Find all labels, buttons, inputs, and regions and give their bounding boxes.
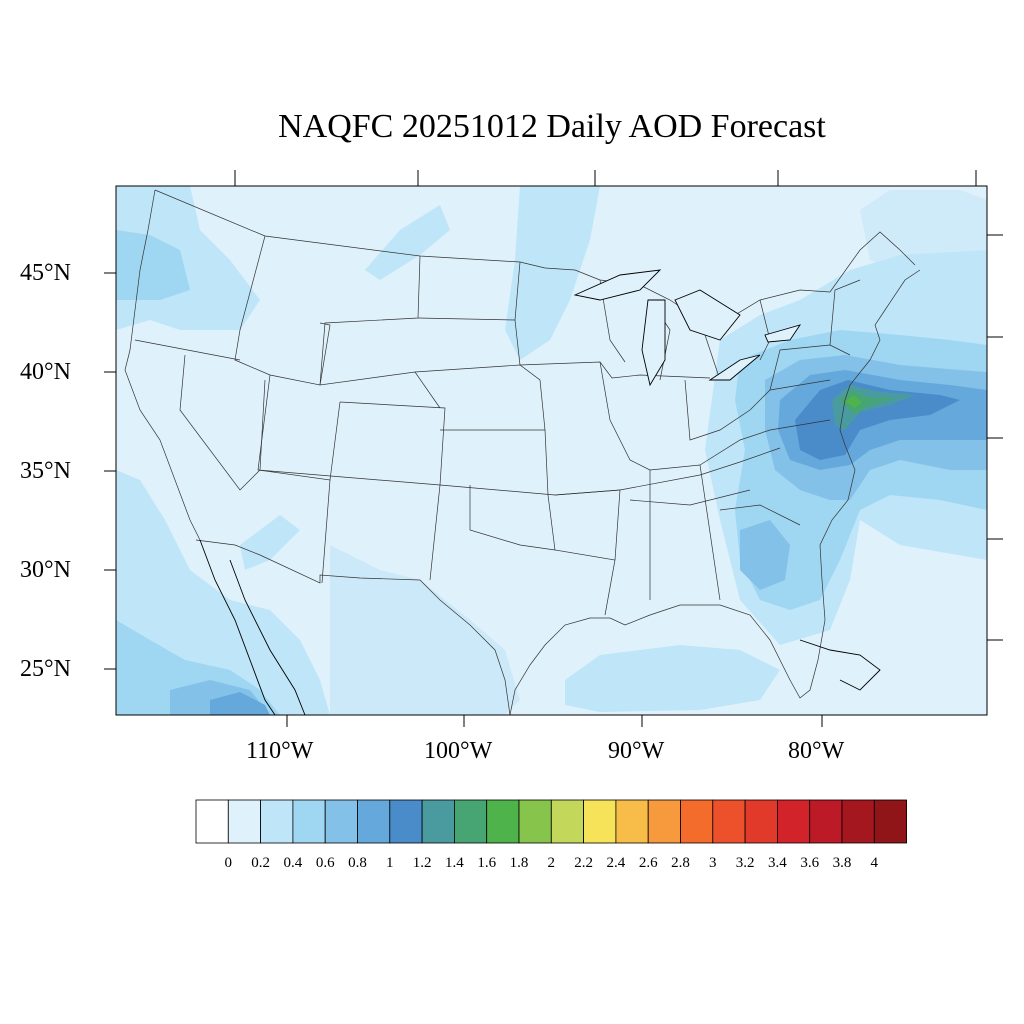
lon-label-100: 100°W <box>424 738 493 764</box>
colorbar-box-8 <box>453 799 488 844</box>
colorbar-box-1 <box>227 799 262 844</box>
colorbar-label-16: 3.2 <box>735 855 755 871</box>
colorbar-box-15 <box>680 799 714 844</box>
colorbar-box-6 <box>389 799 423 844</box>
colorbar-box-9 <box>486 799 520 844</box>
colorbar-box-17 <box>744 799 778 844</box>
map-title: NAQFC 20251012 Daily AOD Forecast <box>278 108 826 145</box>
mexico-coast <box>199 539 881 715</box>
colorbar-label-1: 0.2 <box>251 855 270 871</box>
colorbar-label-15: 3 <box>709 855 717 871</box>
colorbar-label-11: 2.2 <box>574 855 593 871</box>
colorbar-box-4 <box>324 799 358 844</box>
colorbar-label-8: 1.6 <box>477 855 497 871</box>
colorbar-box-2 <box>260 799 294 844</box>
colorbar-label-6: 1.2 <box>412 855 432 871</box>
colorbar-label-12: 2.4 <box>606 855 626 871</box>
colorbar-box-11 <box>550 799 584 844</box>
colorbar-box-7 <box>421 799 455 844</box>
boundaries <box>124 189 921 715</box>
colorbar-label-18: 3.6 <box>800 855 820 871</box>
colorbar-label-5: 1 <box>386 855 394 871</box>
colorbar-label-2: 0.4 <box>283 855 303 871</box>
colorbar-label-19: 3.8 <box>832 855 852 871</box>
lat-label-45: 45°N <box>20 260 71 286</box>
colorbar-box-16 <box>712 799 746 844</box>
colorbar-label-13: 2.6 <box>638 855 658 871</box>
colorbar-box-14 <box>647 799 681 844</box>
colorbar-label-9: 1.8 <box>509 855 529 871</box>
colorbar-box-13 <box>615 799 649 844</box>
map-frame <box>115 185 988 716</box>
colorbar <box>195 799 907 844</box>
colorbar-box-18 <box>777 799 811 844</box>
lat-label-35: 35°N <box>20 458 71 484</box>
colorbar-box-12 <box>583 799 617 844</box>
lat-label-25: 25°N <box>20 656 71 682</box>
lat-label-40: 40°N <box>20 359 71 385</box>
colorbar-box-10 <box>518 799 552 844</box>
colorbar-label-10: 2 <box>547 855 556 871</box>
lat-label-30: 30°N <box>20 557 71 583</box>
great-lakes <box>573 269 802 387</box>
lon-label-80: 80°W <box>788 738 845 764</box>
colorbar-label-7: 1.4 <box>445 855 464 871</box>
colorbar-box-5 <box>357 799 391 844</box>
colorbar-label-3: 0.6 <box>315 855 335 871</box>
colorbar-label-0: 0 <box>224 855 233 871</box>
tick-marks <box>104 170 1003 727</box>
lon-label-110: 110°W <box>246 738 314 764</box>
colorbar-label-17: 3.4 <box>768 855 787 871</box>
lon-label-90: 90°W <box>608 738 665 764</box>
colorbar-box-0 <box>195 799 229 844</box>
colorbar-label-20: 4 <box>870 855 879 871</box>
aod-1.8-2-regions <box>845 395 862 408</box>
colorbar-label-14: 2.8 <box>671 855 690 871</box>
colorbar-box-21 <box>873 799 907 844</box>
colorbar-box-20 <box>841 799 875 844</box>
colorbar-label-4: 0.8 <box>348 855 367 871</box>
colorbar-box-3 <box>292 799 326 844</box>
colorbar-box-19 <box>809 799 843 844</box>
